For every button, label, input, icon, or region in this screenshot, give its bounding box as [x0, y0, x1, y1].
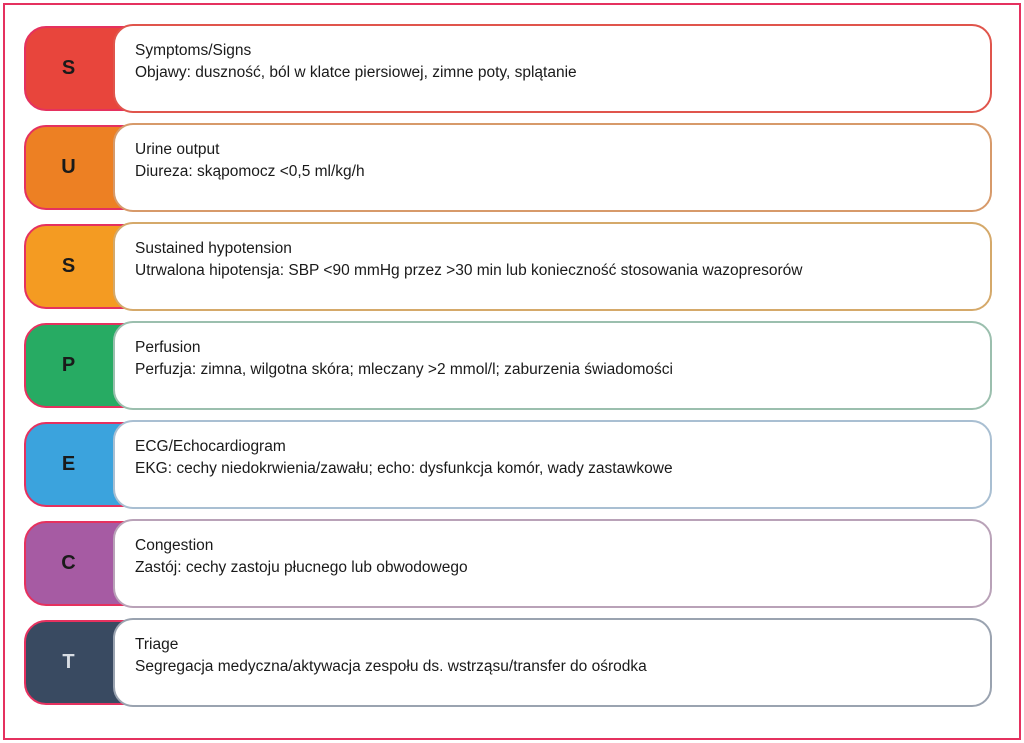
- protocol-row: Symptoms/Signs Objawy: duszność, ból w kl…: [24, 24, 992, 113]
- row-description-pl: Zastój: cechy zastoju płucnego lub obwod…: [135, 559, 468, 577]
- row-description-pl: Diureza: skąpomocz <0,5 ml/kg/h: [135, 163, 365, 181]
- row-description-pl: Utrwalona hipotensja: SBP <90 mmHg przez…: [135, 262, 803, 280]
- row-title-en: Triage: [135, 636, 179, 653]
- row-title-en: Congestion: [135, 537, 214, 554]
- row-content-card: Sustained hypotension Utrwalona hipotensj…: [113, 222, 992, 311]
- protocol-row: Urine output Diureza: skąpomocz <0,5 ml/k…: [24, 123, 992, 212]
- row-title-en: Symptoms/Signs: [135, 42, 252, 59]
- protocol-row: Triage Segregacja medyczna/aktywacja zesp…: [24, 618, 992, 707]
- row-content-card: Symptoms/Signs Objawy: duszność, ból w kl…: [113, 24, 992, 113]
- row-content-card: Urine output Diureza: skąpomocz <0,5 ml/k…: [113, 123, 992, 212]
- row-description-pl: Segregacja medyczna/aktywacja zespołu ds…: [135, 658, 647, 676]
- row-title-en: ECG/Echocardiogram: [135, 438, 286, 455]
- protocol-row: Sustained hypotension Utrwalona hipotensj…: [24, 222, 992, 311]
- row-description-pl: Objawy: duszność, ból w klatce piersiowe…: [135, 64, 577, 82]
- row-description-pl: Perfuzja: zimna, wilgotna skóra; mleczan…: [135, 361, 673, 379]
- protocol-row: Perfusion Perfuzja: zimna, wilgotna skóra…: [24, 321, 992, 410]
- row-content-card: Perfusion Perfuzja: zimna, wilgotna skóra…: [113, 321, 992, 410]
- row-description-pl: EKG: cechy niedokrwienia/zawału; echo: d…: [135, 460, 673, 478]
- protocol-row: Congestion Zastój: cechy zastoju płucnego…: [24, 519, 992, 608]
- row-title-en: Urine output: [135, 141, 220, 158]
- protocol-row: ECG/Echocardiogram EKG: cechy niedokrwien…: [24, 420, 992, 509]
- row-content-card: Congestion Zastój: cechy zastoju płucnego…: [113, 519, 992, 608]
- row-title-en: Sustained hypotension: [135, 240, 292, 257]
- row-title-en: Perfusion: [135, 339, 201, 356]
- row-content-card: ECG/Echocardiogram EKG: cechy niedokrwien…: [113, 420, 992, 509]
- row-content-card: Triage Segregacja medyczna/aktywacja zesp…: [113, 618, 992, 707]
